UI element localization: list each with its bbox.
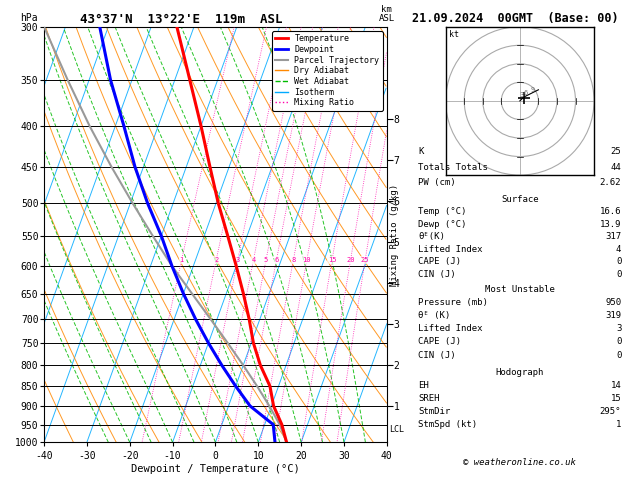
Text: km
ASL: km ASL — [379, 5, 395, 22]
Text: Lifted Index: Lifted Index — [418, 324, 483, 333]
Text: 3: 3 — [520, 92, 524, 98]
Text: StmDir: StmDir — [418, 407, 451, 417]
Text: 295°: 295° — [600, 407, 621, 417]
Text: Temp (°C): Temp (°C) — [418, 208, 467, 216]
Text: 6: 6 — [523, 90, 528, 97]
Text: θᴱ (K): θᴱ (K) — [418, 311, 451, 320]
Text: 0: 0 — [616, 337, 621, 347]
Text: Surface: Surface — [501, 195, 538, 204]
Text: © weatheronline.co.uk: © weatheronline.co.uk — [464, 458, 576, 468]
Text: 4: 4 — [616, 245, 621, 254]
Text: 3: 3 — [616, 324, 621, 333]
Text: 14: 14 — [611, 381, 621, 390]
X-axis label: Dewpoint / Temperature (°C): Dewpoint / Temperature (°C) — [131, 464, 300, 474]
Text: kt: kt — [449, 31, 459, 39]
Text: 9: 9 — [531, 87, 535, 93]
Text: Mixing Ratio (g/kg): Mixing Ratio (g/kg) — [390, 183, 399, 286]
Text: LCL: LCL — [389, 425, 404, 434]
Text: 3: 3 — [235, 257, 240, 263]
Text: CIN (J): CIN (J) — [418, 270, 456, 279]
Text: K: K — [418, 147, 424, 156]
Text: 15: 15 — [611, 394, 621, 403]
Text: θᴱ(K): θᴱ(K) — [418, 232, 445, 242]
Text: 4: 4 — [251, 257, 255, 263]
Text: 6: 6 — [274, 257, 279, 263]
Text: 16.6: 16.6 — [600, 208, 621, 216]
Text: 21.09.2024  00GMT  (Base: 00): 21.09.2024 00GMT (Base: 00) — [413, 12, 619, 25]
Text: EH: EH — [418, 381, 429, 390]
Text: 0: 0 — [616, 258, 621, 266]
Text: StmSpd (kt): StmSpd (kt) — [418, 420, 477, 429]
Text: 1: 1 — [179, 257, 184, 263]
Text: CIN (J): CIN (J) — [418, 350, 456, 360]
Text: 5: 5 — [264, 257, 268, 263]
Text: 13.9: 13.9 — [600, 220, 621, 229]
Text: Pressure (mb): Pressure (mb) — [418, 298, 488, 307]
Text: 950: 950 — [605, 298, 621, 307]
Text: PW (cm): PW (cm) — [418, 178, 456, 188]
Text: 0: 0 — [616, 270, 621, 279]
Text: 319: 319 — [605, 311, 621, 320]
Text: CAPE (J): CAPE (J) — [418, 258, 462, 266]
Text: Totals Totals: Totals Totals — [418, 163, 488, 172]
Text: Lifted Index: Lifted Index — [418, 245, 483, 254]
Legend: Temperature, Dewpoint, Parcel Trajectory, Dry Adiabat, Wet Adiabat, Isotherm, Mi: Temperature, Dewpoint, Parcel Trajectory… — [272, 31, 382, 110]
Text: 25: 25 — [611, 147, 621, 156]
Text: SREH: SREH — [418, 394, 440, 403]
Text: Dewp (°C): Dewp (°C) — [418, 220, 467, 229]
Text: 15: 15 — [328, 257, 337, 263]
Text: 0: 0 — [616, 350, 621, 360]
Text: Hodograph: Hodograph — [496, 368, 544, 377]
Text: 44: 44 — [611, 163, 621, 172]
Title: 43°37'N  13°22'E  119m  ASL: 43°37'N 13°22'E 119m ASL — [80, 13, 282, 26]
Text: 317: 317 — [605, 232, 621, 242]
Text: 8: 8 — [291, 257, 296, 263]
Text: hPa: hPa — [20, 13, 38, 22]
Text: 10: 10 — [303, 257, 311, 263]
Text: 2.62: 2.62 — [600, 178, 621, 188]
Text: 1: 1 — [616, 420, 621, 429]
Text: 20: 20 — [346, 257, 355, 263]
Text: Most Unstable: Most Unstable — [485, 285, 555, 294]
Text: 2: 2 — [214, 257, 218, 263]
Text: 25: 25 — [361, 257, 369, 263]
Text: CAPE (J): CAPE (J) — [418, 337, 462, 347]
